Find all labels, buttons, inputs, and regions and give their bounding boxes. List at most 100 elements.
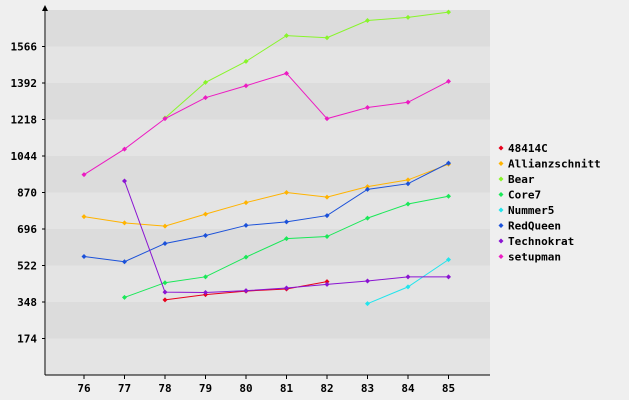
grid-band [46, 302, 490, 339]
data-point [284, 70, 289, 76]
y-tick-label: 348 [17, 296, 37, 309]
data-point [81, 172, 87, 178]
data-point [243, 200, 249, 206]
data-point [405, 14, 411, 20]
data-point [324, 234, 330, 240]
data-point [243, 288, 249, 294]
data-point [365, 301, 370, 307]
legend-label: Core7 [508, 189, 541, 202]
data-point [243, 254, 249, 260]
y-axis-arrow [42, 5, 48, 11]
data-point [203, 79, 208, 85]
series-group [81, 9, 451, 307]
data-point [284, 236, 289, 242]
plot-area-bands [46, 10, 490, 375]
data-point [81, 214, 87, 220]
data-point [162, 297, 168, 303]
legend-label: RedQueen [508, 220, 561, 233]
data-point [324, 116, 330, 122]
y-tick-label: 696 [17, 223, 37, 236]
x-tick-label: 85 [442, 382, 455, 395]
data-point [284, 190, 289, 195]
legend-marker [498, 161, 504, 166]
legend-label: 48414C [508, 142, 548, 155]
x-tick-label: 84 [401, 382, 415, 395]
grid-band [46, 192, 490, 229]
legend-label: setupman [508, 251, 561, 264]
data-point [405, 99, 411, 105]
legend-marker [498, 176, 504, 182]
x-tick-label: 76 [77, 382, 91, 395]
data-point [405, 181, 411, 187]
data-point [324, 279, 330, 285]
series-line [164, 11, 449, 119]
data-point [324, 213, 330, 219]
data-point [203, 274, 208, 280]
data-point [284, 33, 289, 39]
y-tick-label: 1392 [11, 77, 38, 90]
legend-marker [498, 254, 504, 259]
grid-band [46, 338, 490, 375]
data-point [162, 289, 168, 295]
data-point [162, 280, 168, 286]
y-tick-label: 1218 [11, 114, 38, 127]
legend-label: Allianzschnitt [508, 158, 601, 171]
data-point [324, 35, 330, 41]
x-tick-label: 81 [280, 382, 294, 395]
legend-label: Bear [508, 173, 535, 186]
x-axis-ticks: 76 77 78 79 80 81 82 83 84 85 [77, 375, 455, 395]
data-point [405, 284, 411, 290]
data-point [122, 220, 127, 226]
data-point [365, 186, 370, 192]
legend-marker [498, 223, 504, 228]
data-point [405, 274, 411, 280]
legend-label: Technokrat [508, 235, 574, 248]
legend-marker [498, 238, 504, 244]
legend: 48414C Allianzschnitt Bear Core7 Nummer5 RedQ… [498, 142, 601, 264]
series-line [83, 163, 449, 227]
data-point [365, 184, 370, 190]
data-point [324, 281, 330, 287]
data-point [203, 233, 208, 239]
data-point [122, 178, 127, 184]
data-point [243, 58, 249, 64]
y-tick-label: 870 [17, 187, 37, 200]
data-point [284, 219, 289, 225]
legend-marker [498, 145, 504, 151]
grid-band [46, 46, 490, 83]
series-line [83, 72, 449, 176]
series-core7 [122, 193, 451, 300]
x-tick-label: 80 [239, 382, 252, 395]
series-nummer5 [365, 257, 451, 307]
x-tick-label: 78 [158, 382, 171, 395]
axes [42, 5, 490, 376]
data-point [365, 278, 370, 284]
grid-band [46, 119, 490, 156]
data-point [405, 177, 411, 183]
x-tick-label: 82 [320, 382, 333, 395]
x-tick-label: 79 [199, 382, 212, 395]
y-tick-label: 1566 [11, 41, 38, 54]
grid-band [46, 156, 490, 193]
series-line [83, 162, 449, 263]
data-point [405, 201, 411, 207]
data-point [162, 223, 168, 229]
data-point [243, 222, 249, 228]
data-point [446, 9, 451, 15]
data-point [203, 95, 208, 101]
data-point [365, 17, 370, 23]
data-point [81, 253, 87, 259]
data-point [446, 78, 451, 84]
y-tick-label: 522 [17, 260, 37, 273]
data-point [365, 105, 370, 111]
data-point [446, 160, 451, 166]
legend-label: Nummer5 [508, 204, 554, 217]
series-redqueen [81, 160, 451, 265]
series-setupman [81, 70, 451, 178]
data-point [162, 116, 168, 122]
data-point [122, 146, 127, 152]
data-point [446, 193, 451, 199]
data-point [446, 257, 451, 263]
x-tick-label: 77 [118, 382, 131, 395]
